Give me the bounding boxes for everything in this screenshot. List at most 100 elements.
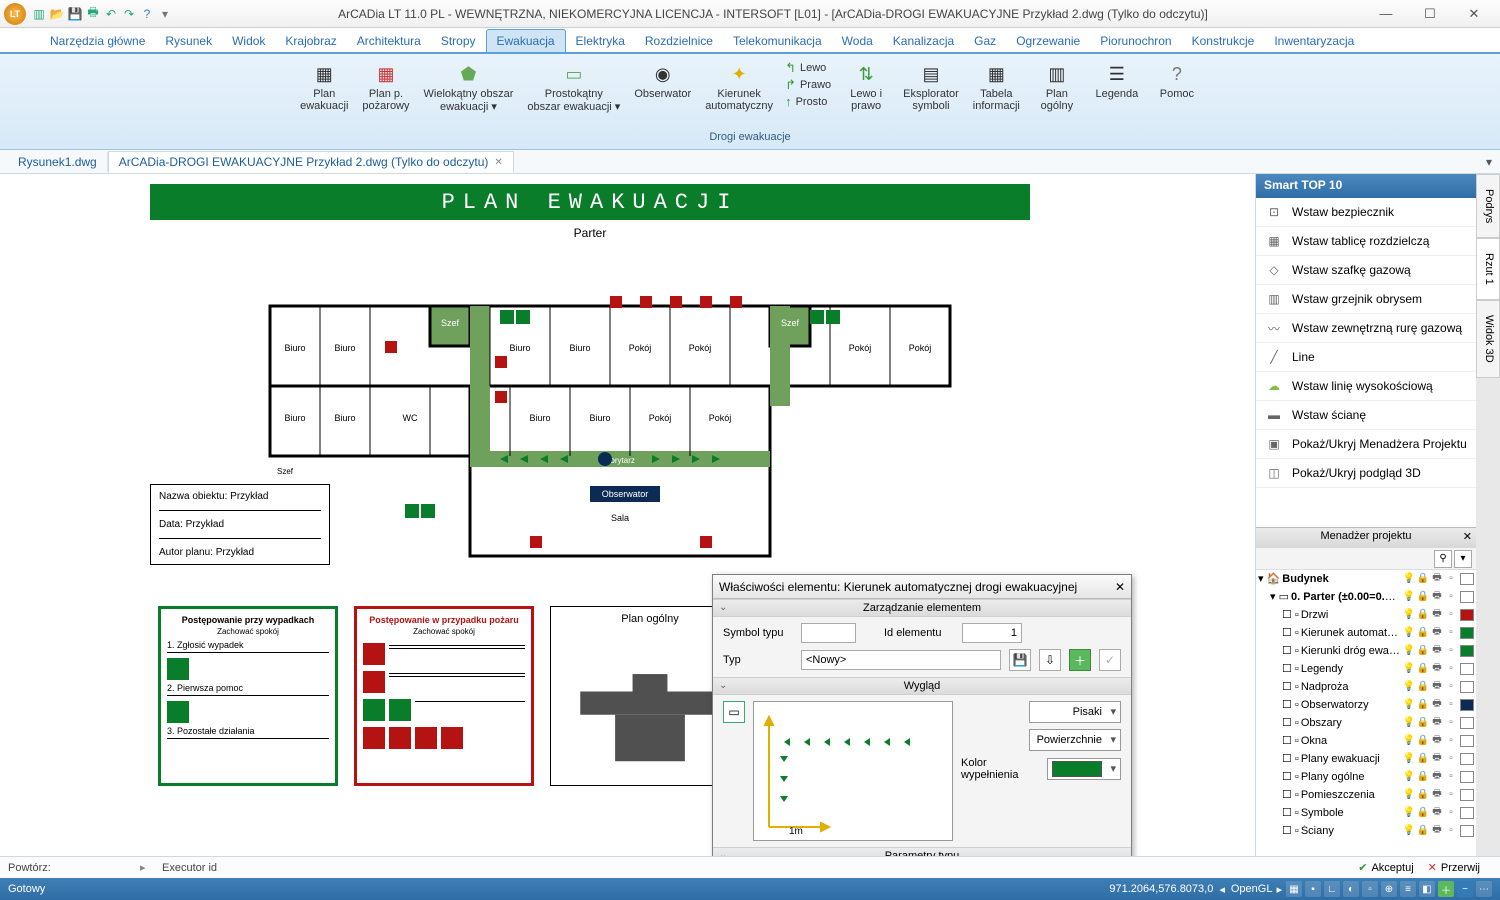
tabela-button[interactable]: ▦Tabela informacji <box>971 60 1022 113</box>
section-parametry[interactable]: ⌄Parametry typu <box>713 847 1131 856</box>
doc-tab-active[interactable]: ArCADia-DROGI EWAKUACYJNE Przykład 2.dwg… <box>108 151 514 173</box>
pm-level[interactable]: ▾ ▭0. Parter (±0.00=0.00)💡🔒🖶▫ <box>1256 588 1476 606</box>
pm-item[interactable]: ☐ ▫Nadproża💡🔒🖶▫ <box>1256 678 1476 696</box>
close-tab-icon[interactable]: ✕ <box>494 157 502 168</box>
side-tab-rzut[interactable]: Rzut 1 <box>1476 238 1500 300</box>
minimize-button[interactable]: — <box>1364 1 1408 27</box>
pm-item[interactable]: ☐ ▫Obszary💡🔒🖶▫ <box>1256 714 1476 732</box>
smart-item[interactable]: ╱Line <box>1256 343 1476 372</box>
lewo-button[interactable]: ↰Lewo <box>785 60 831 76</box>
typ-check-icon[interactable]: ✓ <box>1099 649 1121 671</box>
properties-dialog[interactable]: Właściwości elementu: Kierunek automatyc… <box>712 574 1132 856</box>
ortho-icon[interactable]: ∟ <box>1324 881 1340 897</box>
dyn-icon[interactable]: ◧ <box>1419 881 1435 897</box>
obserwator-button[interactable]: ◉Obserwator <box>632 60 693 113</box>
section-wyglad[interactable]: ⌄Wygląd <box>713 677 1131 695</box>
kolor-combo[interactable] <box>1047 758 1121 780</box>
tabs-menu-icon[interactable]: ▾ <box>1478 155 1500 169</box>
qat-print-icon[interactable]: 🖶 <box>86 7 100 21</box>
ribbon-tab[interactable]: Rozdzielnice <box>635 30 723 52</box>
pomoc-button[interactable]: ?Pomoc <box>1152 60 1202 113</box>
pm-item[interactable]: ☐ ▫Kierunki dróg ewakua...💡🔒🖶▫ <box>1256 642 1476 660</box>
wielokatny-obszar-button[interactable]: ⬟Wielokątny obszar ewakuacji ▾ <box>422 60 516 113</box>
pm-item[interactable]: ☐ ▫Okna💡🔒🖶▫ <box>1256 732 1476 750</box>
pm-close-icon[interactable]: ✕ <box>1463 530 1472 543</box>
smart-item[interactable]: ⊡Wstaw bezpiecznik <box>1256 198 1476 227</box>
drawing-canvas[interactable]: PLAN EWAKUACJI Parter <box>0 174 1256 856</box>
ribbon-tab[interactable]: Narzędzia główne <box>40 30 155 52</box>
ribbon-tab[interactable]: Inwentaryzacja <box>1264 30 1364 52</box>
pm-item[interactable]: ☐ ▫Symbole💡🔒🖶▫ <box>1256 804 1476 822</box>
pm-item[interactable]: ☐ ▫Ściany💡🔒🖶▫ <box>1256 822 1476 840</box>
ribbon-tab[interactable]: Elektryka <box>566 30 635 52</box>
section-zarzadzanie[interactable]: ⌄Zarządzanie elementem <box>713 599 1131 617</box>
maximize-button[interactable]: ☐ <box>1408 1 1452 27</box>
side-tab-widok3d[interactable]: Widok 3D <box>1476 300 1500 378</box>
powierzchnie-combo[interactable]: Powierzchnie <box>1029 729 1121 751</box>
accept-button[interactable]: ✔Akceptuj <box>1358 861 1413 874</box>
typ-down-icon[interactable]: ⇩ <box>1039 649 1061 671</box>
lewo-i-prawo-button[interactable]: ⇅Lewo i prawo <box>841 60 891 113</box>
side-tab-podrys[interactable]: Podrys <box>1476 174 1500 238</box>
pm-item[interactable]: ☐ ▫Drzwi💡🔒🖶▫ <box>1256 606 1476 624</box>
smart-item[interactable]: ▥Wstaw grzejnik obrysem <box>1256 285 1476 314</box>
quick-access-toolbar[interactable]: ▥ 📂 💾 🖶 ↶ ↷ ? ▾ <box>32 7 172 21</box>
qat-save-icon[interactable]: 💾 <box>68 7 82 21</box>
plan-ogolny-button[interactable]: ▥Plan ogólny <box>1032 60 1082 113</box>
ribbon-tab[interactable]: Konstrukcje <box>1182 30 1265 52</box>
more-icon[interactable]: ⋯ <box>1476 881 1492 897</box>
ribbon-tab-active[interactable]: Ewakuacja <box>486 29 566 52</box>
osnap-icon[interactable]: ▫ <box>1362 881 1378 897</box>
prostokatny-obszar-button[interactable]: ▭Prostokątny obszar ewakuacji ▾ <box>525 60 622 113</box>
typ-save-icon[interactable]: 💾 <box>1009 649 1031 671</box>
pm-item[interactable]: ☐ ▫Pomieszczenia💡🔒🖶▫ <box>1256 786 1476 804</box>
cmd-scroll-icon[interactable]: ▸ <box>140 861 154 874</box>
doc-tab[interactable]: Rysunek1.dwg <box>8 152 108 172</box>
close-button[interactable]: ✕ <box>1452 1 1496 27</box>
smart-item[interactable]: ◇Wstaw szafkę gazową <box>1256 256 1476 285</box>
ribbon-tab[interactable]: Woda <box>832 30 883 52</box>
pm-item[interactable]: ☐ ▫Plany ewakuacji💡🔒🖶▫ <box>1256 750 1476 768</box>
qat-help-icon[interactable]: ? <box>140 7 154 21</box>
ribbon-tab[interactable]: Kanalizacja <box>883 30 964 52</box>
ribbon-tab[interactable]: Rysunek <box>155 30 222 52</box>
polar-icon[interactable]: ◐ <box>1343 881 1359 897</box>
pm-tree[interactable]: ▾ 🏠Budynek💡🔒🖶▫▾ ▭0. Parter (±0.00=0.00)💡… <box>1256 570 1476 857</box>
smart-item[interactable]: ▬Wstaw ścianę <box>1256 401 1476 430</box>
track-icon[interactable]: ⊕ <box>1381 881 1397 897</box>
ribbon-tab[interactable]: Widok <box>222 30 275 52</box>
smart-item[interactable]: ▦Wstaw tablicę rozdzielczą <box>1256 227 1476 256</box>
cancel-button[interactable]: ✕Przerwij <box>1428 861 1480 874</box>
dialog-close-icon[interactable]: ✕ <box>1115 580 1125 594</box>
qat-open-icon[interactable]: 📂 <box>50 7 64 21</box>
minus-icon[interactable]: − <box>1457 881 1473 897</box>
pm-menu-icon[interactable]: ▾ <box>1454 550 1472 568</box>
ribbon-tab[interactable]: Telekomunikacja <box>723 30 832 52</box>
status-toggles[interactable]: ▦ ▪ ∟ ◐ ▫ ⊕ ≡ ◧ ＋ − ⋯ <box>1286 881 1492 897</box>
pm-filter-icon[interactable]: ⚲ <box>1434 550 1452 568</box>
smart-item[interactable]: 〰Wstaw zewnętrzną rurę gazową <box>1256 314 1476 343</box>
plan-ewakuacji-button[interactable]: ▦Plan ewakuacji <box>298 60 350 113</box>
plus-icon[interactable]: ＋ <box>1438 881 1454 897</box>
pm-item[interactable]: ☐ ▫Obserwatorzy💡🔒🖶▫ <box>1256 696 1476 714</box>
ribbon-tab[interactable]: Krajobraz <box>275 30 346 52</box>
smart-item[interactable]: ◫Pokaż/Ukryj podgląd 3D <box>1256 459 1476 488</box>
kierunek-auto-button[interactable]: ✦Kierunek automatyczny <box>703 60 775 113</box>
qat-new-icon[interactable]: ▥ <box>32 7 46 21</box>
command-bar[interactable]: Powtórz: ▸ Executor id ✔Akceptuj ✕Przerw… <box>0 856 1500 878</box>
id-elementu-input[interactable] <box>962 623 1022 643</box>
snap-icon[interactable]: ▦ <box>1286 881 1302 897</box>
grid-icon[interactable]: ▪ <box>1305 881 1321 897</box>
symbol-typu-input[interactable] <box>801 623 856 643</box>
preview-mode-icon[interactable]: ▭ <box>723 701 745 723</box>
plan-pozarowy-button[interactable]: ▦Plan p. pożarowy <box>360 60 411 113</box>
ribbon-tab[interactable]: Piorunochron <box>1090 30 1181 52</box>
ribbon-tab[interactable]: Architektura <box>347 30 431 52</box>
prosto-button[interactable]: ↑Prosto <box>785 94 831 109</box>
qat-redo-icon[interactable]: ↷ <box>122 7 136 21</box>
pm-item[interactable]: ☐ ▫Plany ogólne💡🔒🖶▫ <box>1256 768 1476 786</box>
ribbon-tab[interactable]: Gaz <box>964 30 1006 52</box>
smart-item[interactable]: ☁Wstaw linię wysokościową <box>1256 372 1476 401</box>
ribbon-tab[interactable]: Stropy <box>431 30 486 52</box>
pm-item[interactable]: ☐ ▫Kierunek automatyczn...💡🔒🖶▫ <box>1256 624 1476 642</box>
